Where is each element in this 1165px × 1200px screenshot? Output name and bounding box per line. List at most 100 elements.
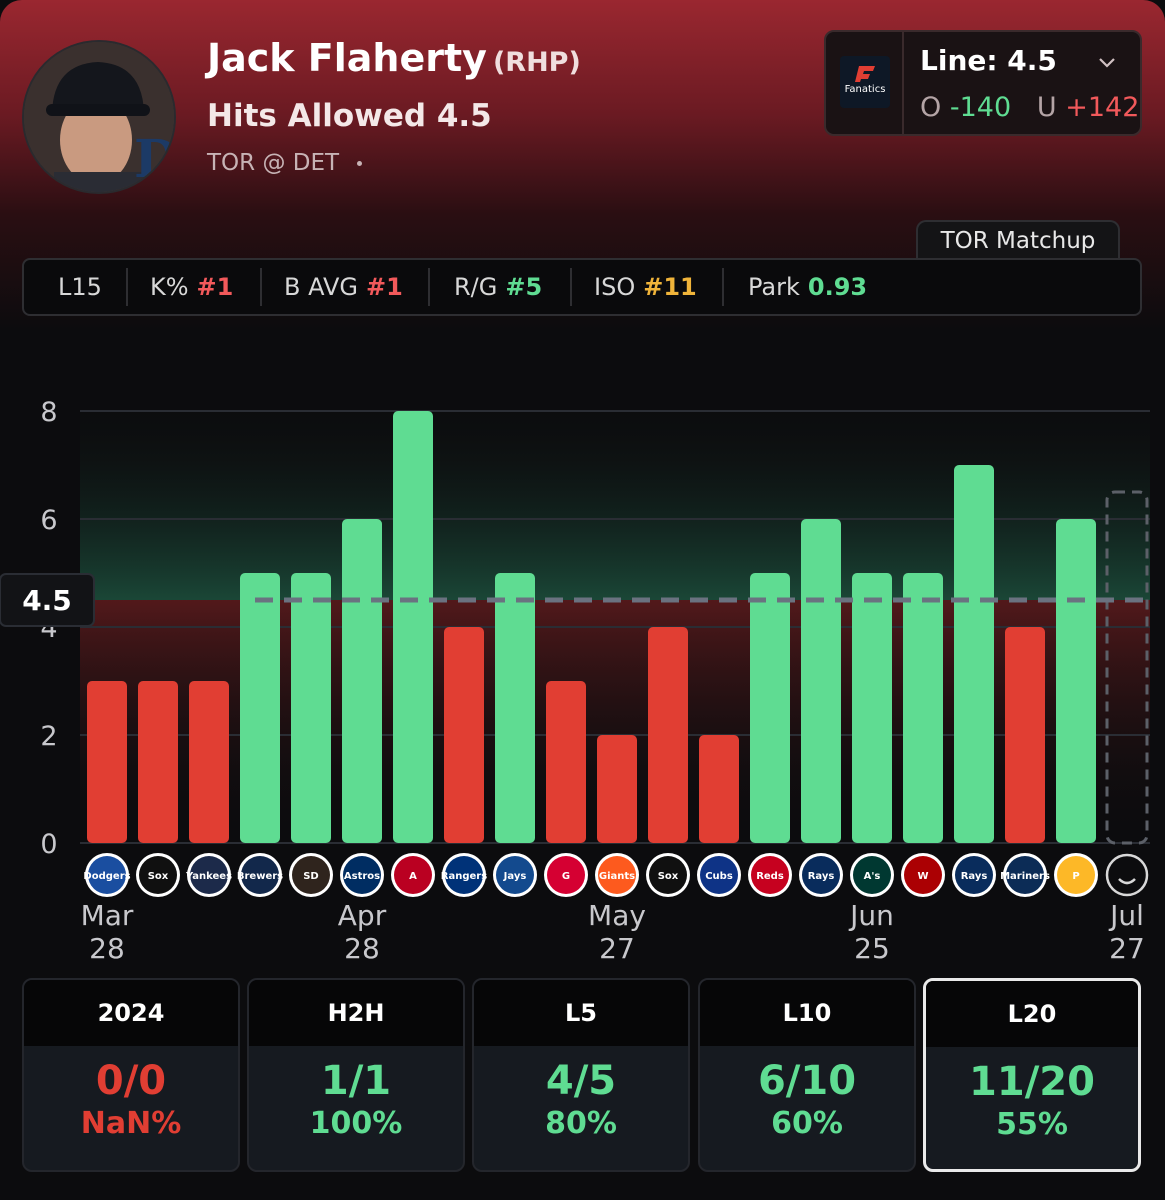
stat-value: 0.93 — [807, 273, 868, 301]
bar[interactable] — [954, 465, 994, 843]
team-logo-label: Yankees — [185, 871, 232, 882]
line-selector[interactable]: Fanatics Line: 4.5 O -140 U +142 — [824, 30, 1142, 136]
team-logo-label: Rays — [961, 871, 988, 882]
summary-card-l10[interactable]: L10 6/10 60% — [698, 978, 916, 1172]
x-tick-month: Mar — [81, 899, 134, 932]
line-value: Line: 4.5 — [920, 44, 1057, 77]
x-tick-day: 28 — [89, 932, 125, 965]
stat-park: Park 0.93 — [748, 273, 868, 301]
team-logo-label: Jays — [503, 871, 527, 882]
bar[interactable] — [699, 735, 739, 843]
y-tick-label: 2 — [40, 721, 57, 752]
x-tick-day: 28 — [344, 932, 380, 965]
team-logo-chc: Cubs — [697, 853, 741, 897]
bar[interactable] — [801, 519, 841, 843]
team-logo-label: Brewers — [237, 871, 283, 882]
game-matchup: TOR @ DET — [207, 150, 363, 176]
bar[interactable] — [189, 681, 229, 843]
bar[interactable] — [852, 573, 892, 843]
team-logo-label: Rangers — [441, 871, 487, 882]
team-logo-nyy: Yankees — [185, 853, 232, 897]
y-tick-label: 0 — [40, 829, 57, 860]
team-logo-label: W — [917, 871, 928, 882]
bar[interactable] — [138, 681, 178, 843]
summary-card-label: H2H — [249, 980, 463, 1046]
team-logo-label: Cubs — [705, 871, 733, 882]
team-logo-label: G — [562, 871, 570, 882]
bar[interactable] — [393, 411, 433, 843]
y-tick-label: 8 — [40, 397, 57, 428]
summary-card-fraction: 1/1 — [320, 1058, 392, 1104]
player-avatar: D — [22, 40, 176, 194]
summary-card-l20[interactable]: L20 11/20 55% — [923, 978, 1141, 1172]
bar[interactable] — [750, 573, 790, 843]
summary-card-label: L10 — [700, 980, 914, 1046]
stat-value: #1 — [366, 273, 403, 301]
summary-card-2024[interactable]: 2024 0/0 NaN% — [22, 978, 240, 1172]
x-tick-day: 27 — [1109, 932, 1145, 965]
odds: O -140 U +142 — [920, 92, 1140, 123]
summary-card-label: L20 — [926, 981, 1138, 1047]
matchup-stats-bar: L15 K% #1 B AVG #1 R/G #5 ISO #11 Park 0.93 — [22, 258, 1142, 316]
summary-card-l5[interactable]: L5 4/5 80% — [472, 978, 690, 1172]
team-logo-label: Rays — [808, 871, 835, 882]
upcoming-game-bar[interactable] — [1105, 490, 1149, 845]
sportsbook-logo: Fanatics — [840, 56, 890, 108]
y-tick-label: 6 — [40, 505, 57, 536]
bar[interactable] — [444, 627, 484, 843]
summary-card-label: L5 — [474, 980, 688, 1046]
stat-l15[interactable]: L15 — [58, 273, 102, 301]
team-logo-cws: Sox — [136, 853, 180, 897]
chevron-down-icon[interactable] — [1098, 54, 1116, 72]
team-logo-label: A — [409, 871, 417, 882]
bar[interactable] — [495, 573, 535, 843]
summary-card-fraction: 0/0 — [95, 1058, 167, 1104]
summary-card-h2h[interactable]: H2H 1/1 100% — [247, 978, 465, 1172]
bar[interactable] — [597, 735, 637, 843]
team-logo-label: Astros — [344, 871, 380, 882]
team-logo-tb: Rays — [799, 853, 843, 897]
team-logo-cws: Sox — [646, 853, 690, 897]
bar[interactable] — [240, 573, 280, 843]
stat-value: #1 — [196, 273, 234, 301]
team-logo-hou: Astros — [340, 853, 384, 897]
summary-card-fraction: 4/5 — [545, 1058, 617, 1104]
stat-b-avg: B AVG #1 — [284, 273, 403, 301]
team-logo-label: A's — [864, 871, 881, 882]
team-logo-label: Giants — [599, 871, 635, 882]
prop-title: Hits Allowed 4.5 — [207, 98, 492, 134]
bar[interactable] — [87, 681, 127, 843]
summary-card-fraction: 11/20 — [969, 1059, 1095, 1105]
bar[interactable] — [1056, 519, 1096, 843]
bar[interactable] — [291, 573, 331, 843]
team-logo-sea: Mariners — [1000, 853, 1050, 897]
summary-card-percent: 55% — [996, 1107, 1068, 1142]
player-position: (RHP) — [492, 47, 581, 78]
team-logo-label: SD — [303, 871, 319, 882]
bar[interactable] — [342, 519, 382, 843]
stat-r-g: R/G #5 — [454, 273, 543, 301]
stat-k-pct: K% #1 — [150, 273, 234, 301]
player-name: Jack Flaherty (RHP) — [207, 36, 581, 80]
team-logo-label: Mariners — [1000, 871, 1050, 882]
stat-value: #5 — [505, 273, 543, 301]
summary-card-percent: 80% — [545, 1106, 617, 1141]
under-odds: +142 — [1065, 92, 1140, 123]
bar[interactable] — [546, 681, 586, 843]
stat-value: #11 — [643, 273, 697, 301]
bar[interactable] — [1005, 627, 1045, 843]
team-logo-cin: Reds — [748, 853, 792, 897]
line-value-label: 4.5 — [22, 584, 72, 617]
summary-card-percent: NaN% — [80, 1106, 182, 1141]
summary-card-percent: 60% — [771, 1106, 843, 1141]
team-logo-mil: Brewers — [237, 853, 283, 897]
summary-card-label: 2024 — [24, 980, 238, 1046]
team-logo-oak: A's — [850, 853, 894, 897]
team-logo-pit: P — [1054, 853, 1098, 897]
bar[interactable] — [648, 627, 688, 843]
tab-tor-matchup[interactable]: TOR Matchup — [916, 220, 1120, 260]
team-logo-sd: SD — [289, 853, 333, 897]
team-logo-label: Reds — [756, 871, 784, 882]
bar[interactable] — [903, 573, 943, 843]
